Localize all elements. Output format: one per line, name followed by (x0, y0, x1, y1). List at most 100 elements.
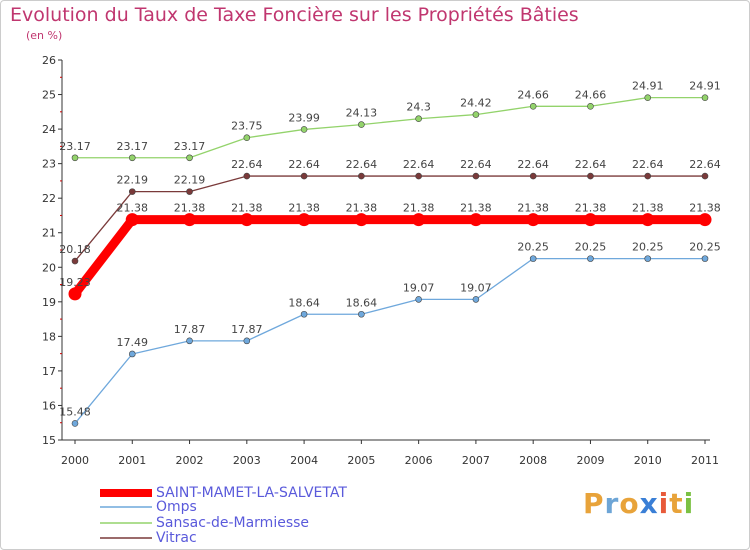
series-point (300, 310, 308, 318)
data-label: 23.17 (174, 140, 206, 153)
legend-swatch-saint-mamet (100, 489, 152, 497)
series-point (354, 213, 368, 227)
logo-letter: t (669, 487, 684, 520)
series-point (300, 172, 308, 180)
logo-letter: i (683, 487, 695, 520)
data-label: 23.75 (231, 120, 263, 133)
data-label: 23.17 (59, 140, 91, 153)
series-point (186, 188, 193, 195)
series-line-1 (74, 257, 706, 425)
data-label: 24.91 (632, 80, 664, 93)
x-tick-label: 2008 (519, 454, 547, 467)
data-label: 21.38 (117, 202, 149, 215)
series-point (415, 296, 422, 303)
data-label: 17.87 (231, 323, 263, 336)
legend-swatch-omps (100, 506, 152, 508)
series-point (587, 255, 594, 262)
data-label: 21.38 (174, 202, 206, 215)
series-point (128, 188, 136, 195)
data-label: 18.64 (288, 296, 320, 309)
data-label: 20.25 (689, 241, 721, 254)
data-label: 17.49 (117, 336, 149, 349)
y-tick-label: 22 (42, 192, 56, 205)
x-tick-label: 2005 (347, 454, 375, 467)
data-label: 21.38 (231, 202, 263, 215)
data-label: 22.64 (346, 158, 378, 171)
series-point (529, 255, 537, 262)
series-point (698, 213, 712, 227)
legend-item-vitrac: Vitrac (100, 531, 197, 546)
data-label: 22.64 (575, 158, 607, 171)
series-point (297, 213, 311, 227)
data-label: 24.13 (346, 107, 378, 120)
data-label: 21.38 (517, 202, 549, 215)
series-point (243, 172, 251, 180)
series-line-2 (74, 97, 706, 159)
x-tick-label: 2006 (405, 454, 433, 467)
data-label: 20.25 (575, 241, 607, 254)
series-point (128, 154, 136, 162)
series-point (701, 255, 709, 262)
legend-label-omps: Omps (156, 499, 197, 515)
data-label: 21.38 (460, 202, 492, 215)
series-point (243, 337, 251, 345)
series-point (472, 172, 480, 180)
y-tick-label: 16 (42, 399, 56, 412)
y-tick-label: 25 (42, 89, 56, 102)
series-point (183, 213, 197, 227)
series-point (587, 172, 594, 180)
data-label: 19.23 (59, 276, 91, 289)
data-label: 21.38 (288, 202, 320, 215)
series-point (68, 287, 82, 301)
series-point (469, 213, 483, 227)
y-tick-label: 23 (42, 158, 56, 171)
x-tick-label: 2009 (576, 454, 604, 467)
series-point (644, 172, 652, 180)
series-point (701, 94, 709, 101)
data-label: 20.25 (632, 241, 664, 254)
x-tick-label: 2010 (634, 454, 662, 467)
x-tick-label: 2000 (61, 454, 89, 467)
data-label: 21.38 (689, 202, 721, 215)
logo-letter: i (658, 487, 670, 520)
data-label: 21.38 (575, 202, 607, 215)
data-label: 22.64 (632, 158, 664, 171)
series-point (71, 257, 79, 265)
data-label: 22.64 (288, 158, 320, 171)
series-point (412, 213, 426, 227)
series-point (526, 213, 540, 227)
series-point (358, 121, 365, 128)
y-tick-label: 21 (42, 227, 56, 240)
series-point (186, 337, 193, 345)
logo-letter: x (639, 487, 659, 520)
data-label: 24.66 (575, 88, 607, 101)
y-tick-label: 18 (42, 330, 56, 343)
data-label: 22.64 (403, 158, 435, 171)
data-label: 22.19 (117, 174, 149, 187)
data-label: 19.07 (460, 281, 492, 294)
series-point (472, 111, 480, 118)
x-tick-label: 2002 (176, 454, 204, 467)
data-label: 21.38 (403, 202, 435, 215)
data-label: 18.64 (346, 296, 378, 309)
data-label: 24.42 (460, 97, 492, 110)
series-point (641, 213, 655, 227)
x-tick-label: 2007 (462, 454, 490, 467)
legend-item-omps: Omps (100, 500, 197, 515)
data-label: 22.64 (231, 158, 263, 171)
series-point (644, 94, 652, 101)
data-label: 20.18 (59, 243, 91, 256)
legend-swatch-sansac (100, 522, 152, 524)
data-label: 23.99 (288, 111, 320, 124)
chart-title: Evolution du Taux de Taxe Foncière sur l… (10, 4, 579, 26)
series-point (71, 154, 79, 162)
series-point (240, 213, 254, 227)
series-point (529, 102, 537, 110)
legend-item-saint-mamet: SAINT-MAMET-LA-SALVETAT (100, 486, 347, 501)
data-label: 22.64 (460, 158, 492, 171)
series-point (186, 154, 193, 162)
x-tick-label: 2004 (290, 454, 318, 467)
series-point (472, 296, 480, 303)
